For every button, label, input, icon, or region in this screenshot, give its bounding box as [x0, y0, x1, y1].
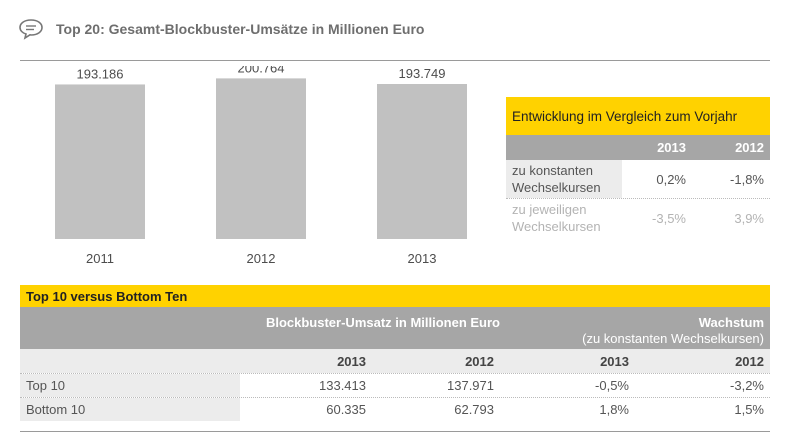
table-row-bottom10: Bottom 10 60.335 62.793 1,8% 1,5% [20, 397, 770, 421]
year-header: 2012 [465, 353, 494, 369]
development-row-jeweilig: zu jeweiligen Wechselkursen -3,5% 3,9% [506, 199, 770, 237]
x-tick-label: 2011 [86, 251, 114, 266]
year-header: 2013 [337, 353, 366, 369]
wachstum-2012: 1,5% [734, 402, 764, 417]
top-bottom-table: Top 10 versus Bottom Ten Blockbuster-Ums… [20, 285, 770, 432]
wachstum-header: Wachstum (zu konstanten Wechselkursen) [582, 315, 764, 346]
row-divider [506, 198, 770, 199]
year-header: 2012 [735, 353, 764, 369]
year-header-row: 2013 2012 2013 2012 [20, 349, 770, 373]
bar-2011 [55, 84, 145, 239]
umsatz-2012: 137.971 [447, 378, 494, 393]
wachstum-2012: -3,2% [730, 378, 764, 393]
development-year-2013: 2013 [657, 140, 686, 155]
development-value-2012: 3,9% [734, 210, 764, 226]
development-title: Entwicklung im Vergleich zum Vorjahr [506, 97, 770, 135]
development-year-2012: 2012 [735, 140, 764, 155]
wachstum-2013: 1,8% [599, 402, 629, 417]
development-table: Entwicklung im Vergleich zum Vorjahr 201… [506, 97, 770, 237]
development-value-2012: -1,8% [730, 171, 764, 187]
header-divider [20, 60, 770, 61]
umsatz-header: Blockbuster-Umsatz in Millionen Euro [265, 315, 500, 330]
umsatz-2013: 133.413 [319, 378, 366, 393]
umsatz-2013: 60.335 [326, 402, 366, 417]
year-header: 2013 [600, 353, 629, 369]
bar-2012 [216, 78, 306, 240]
bar-value-label: 193.186 [77, 66, 124, 81]
top-bottom-title: Top 10 versus Bottom Ten [20, 285, 770, 307]
row-label: Bottom 10 [20, 398, 240, 421]
bar-value-label: 193.749 [399, 66, 446, 81]
development-value-2013: 0,2% [656, 171, 686, 187]
development-value-2013: -3,5% [652, 210, 686, 226]
chart-title: Top 20: Gesamt-Blockbuster-Umsätze in Mi… [56, 21, 425, 37]
x-tick-label: 2013 [408, 251, 437, 266]
row-label: Top 10 [20, 374, 240, 397]
development-header-row: 2013 2012 [506, 135, 770, 160]
speech-bubble-icon [19, 19, 43, 40]
top-bottom-header: Blockbuster-Umsatz in Millionen Euro Wac… [20, 307, 770, 349]
table-row-top10: Top 10 133.413 137.971 -0,5% -3,2% [20, 373, 770, 397]
development-row-label: zu jeweiligen Wechselkursen [512, 202, 601, 234]
table-bottom-rule [20, 431, 770, 432]
umsatz-2012: 62.793 [454, 402, 494, 417]
chart-header: Top 20: Gesamt-Blockbuster-Umsätze in Mi… [18, 16, 424, 42]
bar-chart: 193.186 2011 200.764 2012 193.749 2013 [55, 66, 467, 266]
development-row-konstant: zu konstanten Wechselkursen 0,2% -1,8% [506, 160, 770, 198]
development-row-label: zu konstanten Wechselkursen [506, 160, 622, 198]
x-tick-label: 2012 [247, 251, 276, 266]
wachstum-2013: -0,5% [595, 378, 629, 393]
bar-value-label: 200.764 [238, 66, 285, 75]
bar-2013 [377, 84, 467, 240]
